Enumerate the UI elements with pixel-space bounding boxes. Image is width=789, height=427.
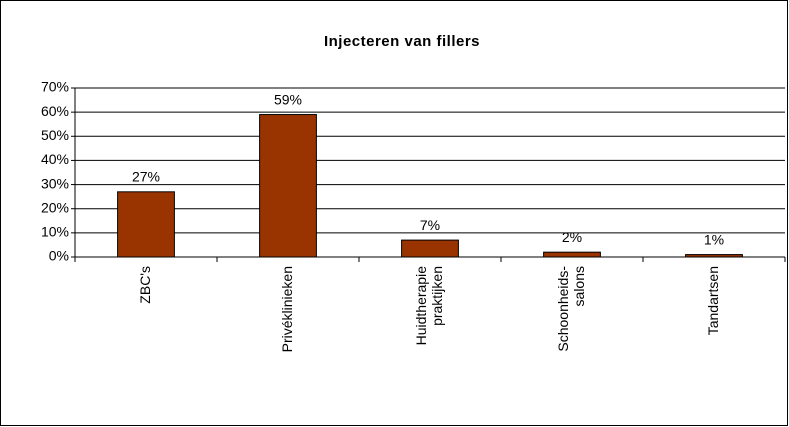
- y-tick-label: 60%: [41, 103, 69, 119]
- bar: [259, 114, 317, 258]
- y-tick-label: 70%: [41, 79, 69, 95]
- x-tick-label: Tandartsen: [705, 266, 721, 335]
- bar: [401, 239, 459, 258]
- data-label: 1%: [704, 231, 724, 247]
- chart-title: Injecteren van fillers: [324, 33, 480, 50]
- data-label: 7%: [420, 217, 440, 233]
- y-tick-label: 50%: [41, 127, 69, 143]
- bar: [117, 191, 175, 258]
- x-tick-label: ZBC's: [137, 266, 153, 304]
- y-tick-label: 30%: [41, 175, 69, 191]
- y-tick-label: 40%: [41, 151, 69, 167]
- x-tick-label: Privéklinieken: [279, 266, 295, 352]
- y-tick-label: 0%: [49, 248, 69, 264]
- x-tick-label: Huidtherapiepraktijken: [413, 266, 445, 346]
- bar: [543, 251, 601, 258]
- y-tick-label: 20%: [41, 199, 69, 215]
- x-tick-label: Schoonheids-salons: [555, 266, 587, 352]
- data-label: 59%: [274, 91, 302, 107]
- bar: [685, 254, 743, 258]
- data-label: 27%: [132, 169, 160, 185]
- y-tick-label: 10%: [41, 224, 69, 240]
- data-label: 2%: [562, 229, 582, 245]
